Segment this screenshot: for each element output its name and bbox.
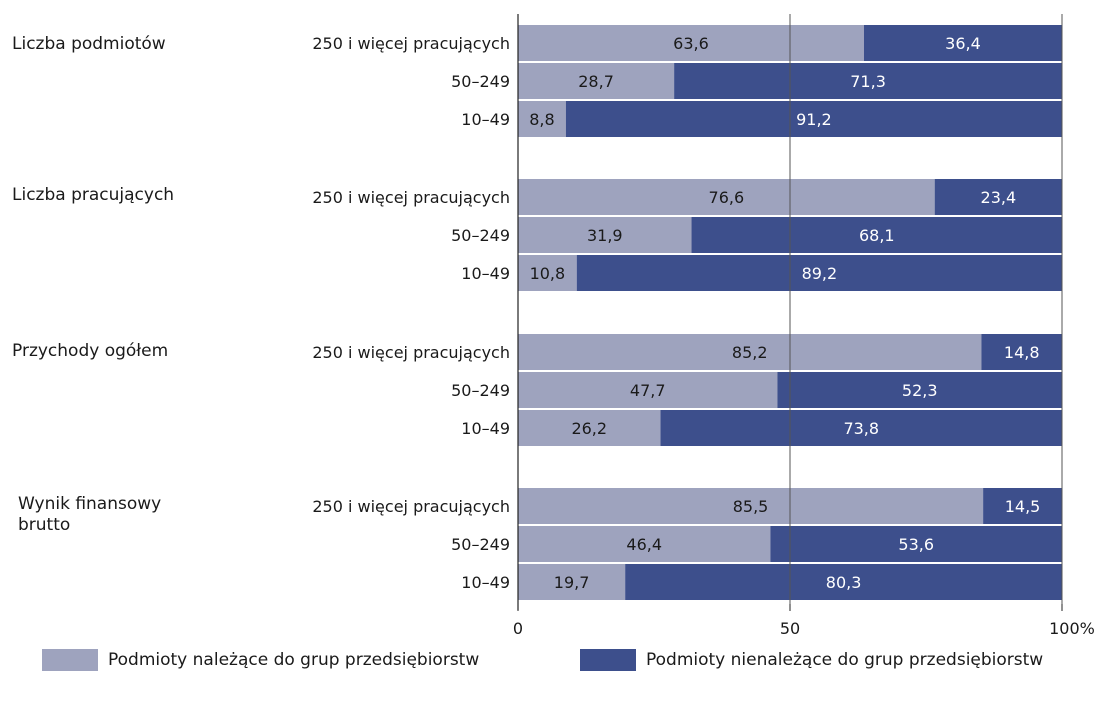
value-label-g1-r0-s0: 76,6 xyxy=(709,188,745,207)
category-label-g0-r2: 10–49 xyxy=(461,110,510,129)
bar-segment-g0-r1-s0 xyxy=(518,63,675,99)
bar-segment-g2-r1-s1 xyxy=(777,372,1062,408)
value-label-g1-r0-s1: 23,4 xyxy=(981,188,1017,207)
value-label-g0-r1-s1: 71,3 xyxy=(850,72,886,91)
bar-segment-g3-r1-s1 xyxy=(770,526,1062,562)
bar-segment-g3-r2-s1 xyxy=(625,564,1062,600)
bar-segment-g2-r2-s1 xyxy=(660,410,1062,446)
legend-label-group-members: Podmioty należące do grup przedsiębiorst… xyxy=(108,650,480,670)
bar-segment-g3-r0-s1 xyxy=(983,488,1062,524)
value-label-g2-r0-s1: 14,8 xyxy=(1004,343,1040,362)
bar-segment-g1-r2-s1 xyxy=(576,255,1062,291)
value-label-g2-r0-s0: 85,2 xyxy=(732,343,768,362)
bar-segment-g2-r2-s0 xyxy=(518,410,661,446)
value-label-g1-r1-s0: 31,9 xyxy=(587,226,623,245)
value-label-g2-r1-s1: 52,3 xyxy=(902,381,938,400)
bar-segment-g0-r2-s1 xyxy=(565,101,1062,137)
x-tick-label-0: 0 xyxy=(513,619,523,638)
category-label-g1-r2: 10–49 xyxy=(461,264,510,283)
bar-segment-g3-r0-s0 xyxy=(518,488,984,524)
bar-segment-g0-r2-s0 xyxy=(518,101,566,137)
x-tick-label-100: 100% xyxy=(1049,619,1095,638)
category-label-g1-r0: 250 i więcej pracujących xyxy=(312,188,510,207)
category-label-g2-r2: 10–49 xyxy=(461,419,510,438)
bar-segment-g0-r0-s1 xyxy=(863,25,1062,61)
bar-segment-g2-r0-s1 xyxy=(981,334,1062,370)
bar-segment-g2-r1-s0 xyxy=(518,372,778,408)
bar-segment-g3-r1-s0 xyxy=(518,526,771,562)
group-title-entities: Liczba podmiotów xyxy=(12,34,166,54)
value-label-g3-r0-s1: 14,5 xyxy=(1005,497,1041,516)
bar-segment-g0-r0-s0 xyxy=(518,25,864,61)
category-label-g3-r2: 10–49 xyxy=(461,573,510,592)
group-title-revenue: Przychody ogółem xyxy=(12,341,169,361)
value-label-g3-r2-s0: 19,7 xyxy=(554,573,590,592)
bar-segment-g1-r1-s0 xyxy=(518,217,692,253)
bar-segment-g1-r0-s0 xyxy=(518,179,935,215)
x-tick-label-50: 50 xyxy=(780,619,800,638)
bar-segment-g1-r1-s1 xyxy=(691,217,1062,253)
bar-segment-g3-r2-s0 xyxy=(518,564,626,600)
value-label-g3-r2-s1: 80,3 xyxy=(826,573,862,592)
bar-segment-g1-r2-s0 xyxy=(518,255,577,291)
value-label-g1-r2-s0: 10,8 xyxy=(530,264,566,283)
bar-segment-g1-r0-s1 xyxy=(934,179,1062,215)
category-label-g3-r1: 50–249 xyxy=(451,535,510,554)
bar-segment-g2-r0-s0 xyxy=(518,334,982,370)
category-label-g1-r1: 50–249 xyxy=(451,226,510,245)
legend-item-non-members: Podmioty nienależące do grup przedsiębio… xyxy=(580,649,1043,671)
legend-label-non-members: Podmioty nienależące do grup przedsiębio… xyxy=(646,650,1044,670)
value-label-g3-r0-s0: 85,5 xyxy=(733,497,769,516)
bar-segment-g0-r1-s1 xyxy=(674,63,1062,99)
category-label-g0-r1: 50–249 xyxy=(451,72,510,91)
value-label-g3-r1-s1: 53,6 xyxy=(898,535,934,554)
value-label-g2-r2-s1: 73,8 xyxy=(843,419,879,438)
legend-item-group-members: Podmioty należące do grup przedsiębiorst… xyxy=(42,649,479,671)
legend-swatch-non-members xyxy=(580,649,636,671)
value-label-g3-r1-s0: 46,4 xyxy=(626,535,662,554)
value-label-g0-r1-s0: 28,7 xyxy=(578,72,614,91)
value-label-g2-r2-s0: 26,2 xyxy=(571,419,607,438)
value-label-g0-r0-s0: 63,6 xyxy=(673,34,709,53)
value-label-g1-r1-s1: 68,1 xyxy=(859,226,895,245)
group-title-employees: Liczba pracujących xyxy=(12,185,175,205)
value-label-g0-r2-s0: 8,8 xyxy=(529,110,554,129)
group-title-gross-result: Wynik finansowy brutto xyxy=(18,494,162,535)
value-label-g0-r0-s1: 36,4 xyxy=(945,34,981,53)
legend-swatch-group-members xyxy=(42,649,98,671)
category-label-g2-r0: 250 i więcej pracujących xyxy=(312,343,510,362)
value-label-g2-r1-s0: 47,7 xyxy=(630,381,666,400)
category-label-g2-r1: 50–249 xyxy=(451,381,510,400)
value-label-g0-r2-s1: 91,2 xyxy=(796,110,832,129)
category-label-g0-r0: 250 i więcej pracujących xyxy=(312,34,510,53)
category-label-g3-r0: 250 i więcej pracujących xyxy=(312,497,510,516)
value-label-g1-r2-s1: 89,2 xyxy=(802,264,838,283)
